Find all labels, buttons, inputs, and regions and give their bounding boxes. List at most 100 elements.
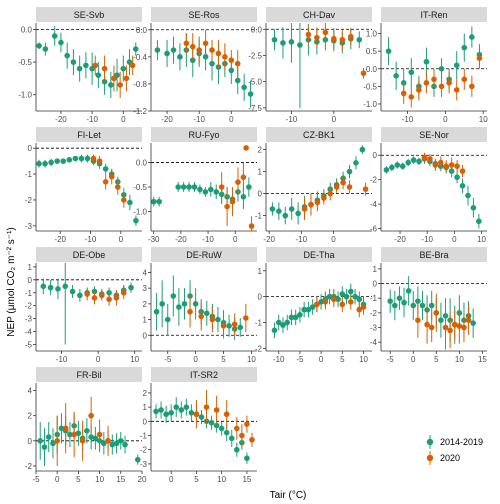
- data-point: [183, 404, 190, 410]
- data-layer: [271, 283, 367, 339]
- x-tick-label: 0: [411, 355, 416, 364]
- data-point: [213, 407, 220, 413]
- data-point: [153, 308, 160, 315]
- data-point: [465, 317, 472, 324]
- x-tick-label: -5: [164, 355, 172, 364]
- data-point: [102, 166, 109, 172]
- x-tick-label: 0: [331, 235, 336, 244]
- data-point: [459, 182, 466, 189]
- data-point: [132, 46, 139, 52]
- data-point: [335, 296, 341, 303]
- data-point: [170, 293, 177, 299]
- data-point: [42, 160, 48, 167]
- data-point: [318, 299, 324, 305]
- data-point: [158, 407, 164, 413]
- data-point: [446, 80, 452, 86]
- data-point: [173, 404, 180, 410]
- y-tick-label: -5: [25, 341, 33, 350]
- data-point: [70, 59, 77, 65]
- data-point: [237, 324, 244, 331]
- data-point: [401, 299, 407, 306]
- data-point: [461, 76, 468, 83]
- data-point: [424, 321, 430, 328]
- x-tick-label: 0: [229, 115, 234, 124]
- x-tick-label: -10: [193, 115, 205, 124]
- data-point: [423, 58, 430, 65]
- data-point: [451, 321, 458, 328]
- data-layer: [153, 275, 249, 340]
- data-point: [134, 456, 141, 463]
- data-point: [476, 55, 483, 61]
- y-tick-label: 2: [143, 300, 148, 309]
- data-point: [405, 159, 411, 166]
- data-point: [102, 179, 109, 185]
- data-point: [113, 295, 120, 301]
- data-point: [79, 438, 86, 444]
- data-point: [309, 304, 316, 310]
- data-point: [120, 65, 127, 72]
- data-point: [271, 36, 278, 43]
- data-layer: [153, 390, 255, 464]
- data-point: [37, 438, 44, 444]
- y-tick-label: -3: [140, 460, 148, 469]
- data-point: [243, 145, 249, 151]
- data-point: [223, 411, 230, 418]
- data-point: [465, 192, 471, 199]
- data-point: [240, 193, 247, 200]
- data-point: [416, 158, 422, 165]
- data-point: [448, 162, 455, 168]
- data-point: [192, 301, 199, 307]
- data-point: [88, 412, 94, 419]
- x-tick-label: 0: [96, 355, 101, 364]
- data-point: [163, 411, 169, 418]
- data-point: [95, 72, 102, 78]
- data-point: [356, 296, 363, 303]
- x-tick-label: 10: [479, 115, 488, 124]
- y-tick-label: 0.0: [251, 25, 263, 34]
- data-point: [234, 446, 240, 453]
- facet-title: SE-Svb: [74, 10, 105, 20]
- data-point: [235, 179, 241, 185]
- data-point: [461, 44, 468, 51]
- data-point: [427, 156, 433, 162]
- x-tick-label: 0: [169, 475, 174, 484]
- x-tick-label: 15: [478, 355, 487, 364]
- y-tick-label: 1: [373, 265, 378, 274]
- data-point: [343, 293, 350, 300]
- data-point: [123, 75, 130, 82]
- y-tick-label: -1: [140, 432, 148, 441]
- data-point: [346, 184, 353, 190]
- data-point: [362, 186, 369, 192]
- y-tick-label: 0: [373, 151, 378, 160]
- data-point: [246, 184, 252, 190]
- data-point: [191, 184, 198, 190]
- x-tick-label: -10: [296, 235, 308, 244]
- data-point: [45, 434, 52, 440]
- data-point: [288, 314, 295, 321]
- data-point: [47, 284, 54, 291]
- data-point: [239, 432, 245, 439]
- x-axis-title: Tair (°C): [270, 490, 307, 501]
- x-tick-label: -20: [263, 235, 275, 244]
- data-point: [339, 36, 346, 43]
- data-point: [215, 50, 222, 57]
- data-point: [469, 34, 475, 40]
- x-tick-label: 5: [76, 475, 81, 484]
- x-tick-label: 20: [138, 475, 147, 484]
- facet-strip: [151, 247, 257, 262]
- x-tick-label: -20: [394, 235, 406, 244]
- data-point: [120, 289, 127, 296]
- data-point: [108, 173, 115, 180]
- facet-title: RU-Fyo: [189, 130, 220, 140]
- data-point: [180, 184, 187, 190]
- legend-key-dot: [426, 454, 434, 462]
- y-tick-label: 1: [258, 168, 263, 177]
- facet-strip: [151, 127, 257, 142]
- data-point: [348, 33, 354, 40]
- y-tick-label: -1.0: [133, 207, 147, 216]
- data-point: [399, 163, 406, 170]
- data-point: [75, 430, 82, 437]
- panel-grid: SE-Svb-20 -10 00.0-0.5-1.0SE-Ros-20 -10 00.0…: [18, 7, 488, 484]
